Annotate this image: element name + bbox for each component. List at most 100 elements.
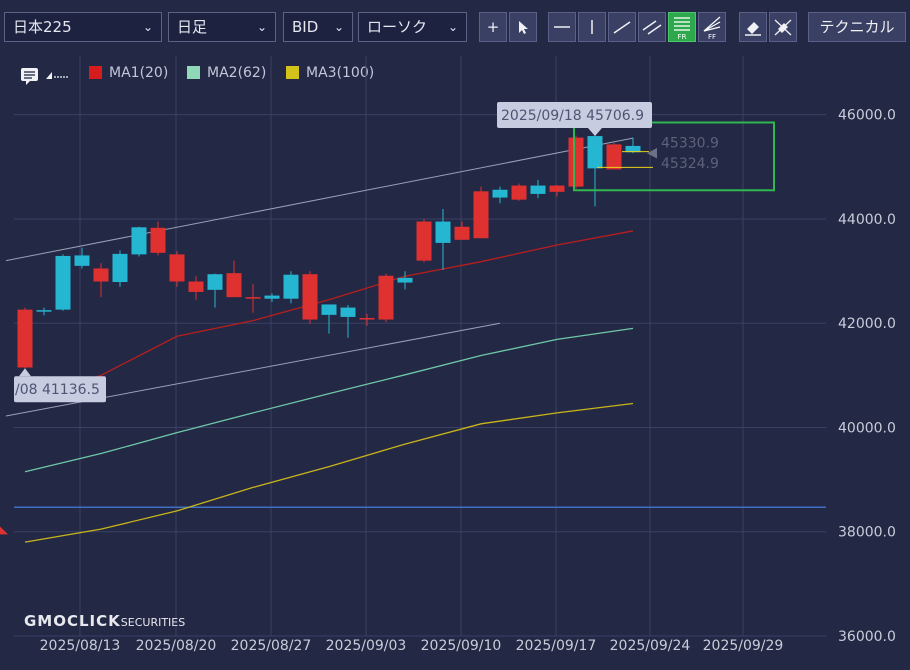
channel-upper-line [5,137,634,262]
ma1-swatch [89,66,102,79]
candle [549,185,565,197]
candle-body [302,274,318,320]
price-chart[interactable]: 45330.9 45324.9 2025/09/18 45706.9/08 4113… [0,56,910,670]
candle [321,304,337,334]
candle-body [321,304,337,315]
candle [36,307,52,316]
candle [245,284,261,313]
price-label: 45324.9 [661,156,719,172]
ma2-legend[interactable]: MA2(62) [207,65,267,81]
fibonacci-fan-button[interactable]: FF [698,12,726,42]
parallel-line-button[interactable] [638,12,666,42]
candle [93,263,109,298]
left-marker-icon [0,526,8,535]
candle [226,260,242,298]
candle [511,183,527,201]
period-label: 日足 [177,18,208,36]
candle [112,250,128,287]
x-tick-label: 2025/09/24 [610,638,691,654]
candle [587,129,603,207]
y-tick-label: 46000.0 [838,108,896,124]
candle [492,186,508,204]
horizontal-line-button[interactable] [548,12,576,42]
chart-grid [14,56,826,637]
candle [169,251,185,287]
candle-body [245,297,261,299]
high-tooltip [497,102,652,128]
ma3-swatch [286,66,299,79]
comment-icon[interactable] [20,66,40,90]
ma2-line [24,327,634,473]
candle-body [625,145,641,153]
crosshair-icon: + [486,18,500,36]
chart-kind-label: ローソク [367,18,428,36]
symbol-dropdown[interactable]: 日本225 ⌄ [4,12,162,42]
trend-line-icon [613,21,631,34]
chevron-down-icon: ⌄ [447,20,458,34]
candle-body [131,227,147,255]
high-tooltip-pointer [588,128,602,136]
candle [416,218,432,263]
candle-body [283,274,299,299]
candle [454,221,470,240]
price-marker-icon [647,148,657,159]
x-axis: 2025/08/13 2025/08/20 2025/08/27 2025/09/03… [40,638,784,654]
clear-drawings-button[interactable] [769,12,797,42]
candle-body [606,144,622,170]
x-tick-label: 2025/09/29 [703,638,784,654]
highlight-box [573,121,775,192]
y-tick-label: 36000.0 [838,629,896,645]
x-tick-label: 2025/09/03 [326,638,407,654]
low-tooltip [14,376,106,403]
candle [55,254,71,311]
price-type-dropdown[interactable]: BID ⌄ [283,12,353,42]
chart-kind-dropdown[interactable]: ローソク ⌄ [358,12,467,42]
low-tooltip-text: /08 41136.5 [15,382,100,398]
candle [207,273,223,308]
ma3-legend[interactable]: MA3(100) [306,65,375,81]
fibonacci-retracement-icon: FR [674,17,690,41]
candle [568,135,584,189]
technical-button[interactable]: テクニカル [808,12,906,42]
parallel-line-icon [642,20,662,35]
collapse-legend-icon[interactable] [45,68,69,87]
candle-body [492,189,508,198]
low-tooltip-pointer [19,368,31,377]
candle-body [587,136,603,169]
eraser-button[interactable] [739,12,767,42]
x-tick-label: 2025/09/10 [421,638,502,654]
pointer-button[interactable] [509,12,537,42]
candles [17,129,641,369]
y-tick-label: 42000.0 [838,316,896,332]
candle-body [74,255,90,266]
candle-body [150,227,166,253]
candle-body [378,275,394,320]
fr-label: FR [678,33,687,41]
brand-name: GMOCLICK [24,612,121,630]
fibonacci-retracement-button[interactable]: FR [668,12,696,42]
ma1-legend[interactable]: MA1(20) [109,65,169,81]
ma3-line [24,402,634,543]
candle-body [397,277,413,283]
period-dropdown[interactable]: 日足 ⌄ [168,12,276,42]
candle-body [264,295,280,299]
cursor-icon [519,21,528,34]
candle-body [207,274,223,290]
candle-body [454,226,470,240]
candle [340,304,356,338]
vertical-line-button[interactable] [578,12,606,42]
toolbar: 日本225 ⌄ 日足 ⌄ BID ⌄ ローソク ⌄ + FR [0,0,910,56]
candle [302,271,318,324]
horizontal-line-icon [554,26,570,28]
candle [264,293,280,302]
candle [530,179,546,199]
candle-body [568,137,584,187]
candle-body [359,317,375,320]
crosshair-button[interactable]: + [479,12,507,42]
candle [359,313,375,326]
x-tick-label: 2025/08/13 [40,638,121,654]
y-tick-label: 40000.0 [838,420,896,436]
trend-line-button[interactable] [608,12,636,42]
ma1-line [24,230,634,401]
candle-body [17,309,33,368]
